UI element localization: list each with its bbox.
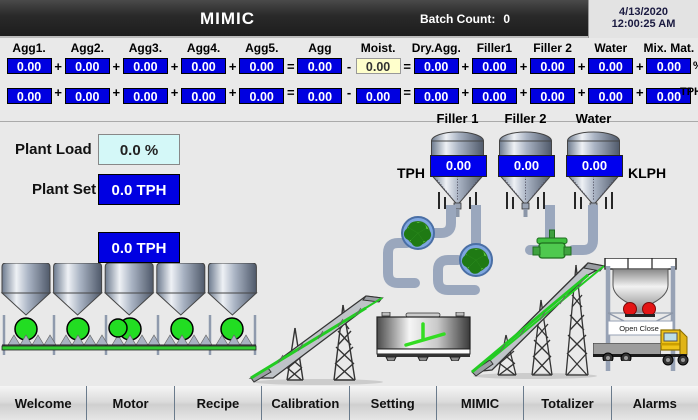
svg-text:Open Close: Open Close [619,324,659,333]
